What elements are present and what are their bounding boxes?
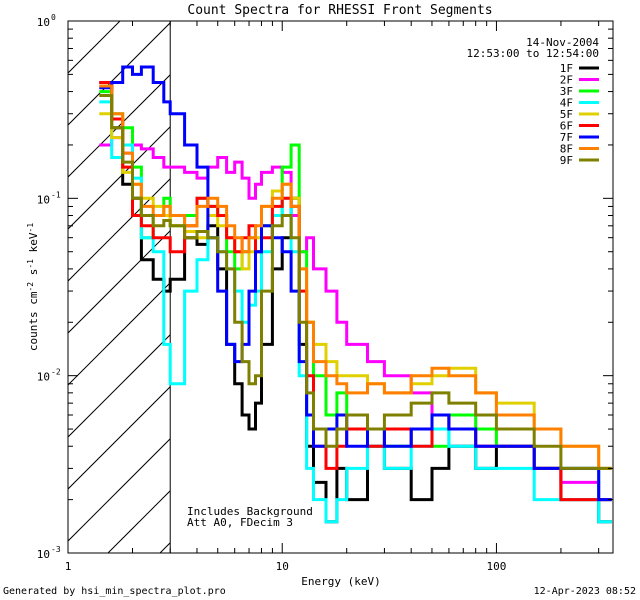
date-label: 14-Nov-2004: [526, 36, 599, 49]
plot-frame: [67, 20, 614, 554]
x-tick-label: 1: [65, 560, 72, 573]
legend-label: 6F: [560, 120, 573, 133]
legend-label: 5F: [560, 108, 573, 121]
series-layer: [99, 65, 612, 524]
y-tick-label: 10: [37, 16, 50, 29]
y-tick-label: 10: [37, 193, 50, 206]
series-8f: [99, 84, 612, 470]
legend-label: 3F: [560, 85, 573, 98]
y-tick-label: 10: [37, 548, 50, 561]
hatch-line: [68, 438, 171, 542]
series-9f: [99, 94, 612, 470]
y-tick-exponent: -1: [51, 190, 61, 199]
y-tick-exponent: -3: [51, 545, 61, 554]
time-range-label: 12:53:00 to 12:54:00: [467, 47, 599, 60]
chart-title: Count Spectra for RHESSI Front Segments: [187, 3, 492, 18]
legend-label: 2F: [560, 74, 573, 87]
footer-generated-by: Generated by hsi_min_spectra_plot.pro: [3, 586, 226, 597]
annotation-attenuator: Att A0, FDecim 3: [187, 516, 293, 529]
legend-label: 9F: [560, 154, 573, 167]
x-tick-label: 10: [276, 560, 289, 573]
legend-label: 1F: [560, 62, 573, 75]
hatch-line: [68, 282, 171, 386]
legend-label: 7F: [560, 131, 573, 144]
axis-ticks: [67, 20, 613, 554]
hatch-line: [68, 74, 171, 178]
y-tick-exponent: 0: [51, 13, 56, 22]
y-tick-label: 10: [37, 371, 50, 384]
svg-text:counts cm-2 s-1 keV-1: counts cm-2 s-1 keV-1: [26, 223, 40, 351]
x-tick-labels: 1 10 100: [65, 560, 507, 573]
annotation-background: Includes Background: [187, 505, 313, 518]
x-tick-label: 100: [487, 560, 507, 573]
legend-label: 4F: [560, 97, 573, 110]
legend-label: 8F: [560, 143, 573, 156]
y-tick-exponent: -2: [51, 368, 61, 377]
hatch-line: [68, 230, 171, 334]
hatch-line: [68, 386, 171, 490]
hatch-line: [68, 22, 171, 126]
y-axis-label: counts cm-2 s-1 keV-1: [26, 223, 40, 351]
x-axis-label: Energy (keV): [301, 575, 380, 588]
footer-timestamp: 12-Apr-2023 08:52: [534, 586, 636, 597]
